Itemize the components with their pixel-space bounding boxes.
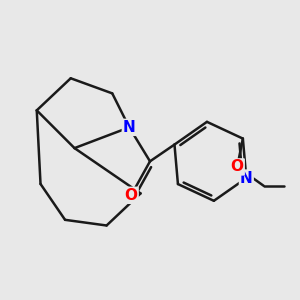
Text: O: O [124,188,138,203]
Text: O: O [231,159,244,174]
Text: N: N [240,171,253,186]
Text: N: N [123,120,136,135]
